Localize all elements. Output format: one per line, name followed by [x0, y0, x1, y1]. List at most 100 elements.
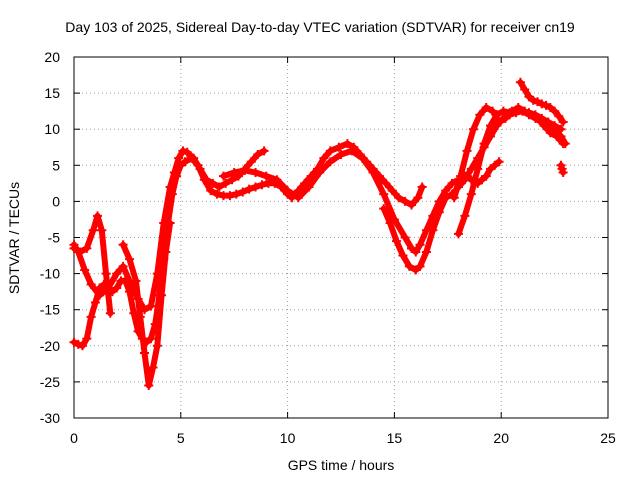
data-point — [550, 124, 560, 134]
data-point — [421, 247, 431, 257]
data-point — [543, 121, 553, 131]
data-point — [398, 251, 408, 261]
data-point — [240, 165, 250, 175]
axis-ticks: 0 5 10 15 20 25 -30 -25 -20 -15 -10 -5 0 5 10 15 20 — [40, 49, 616, 446]
data-point — [86, 312, 96, 322]
y-tick-label: 5 — [52, 157, 60, 173]
data-point — [486, 121, 496, 131]
data-point — [304, 182, 314, 192]
data-point — [558, 168, 568, 178]
data-point — [212, 189, 222, 199]
data-point — [392, 236, 402, 246]
y-tick-label: -5 — [48, 230, 61, 246]
data-point — [500, 113, 510, 123]
series-arc-8 — [453, 106, 570, 239]
x-tick-label: 25 — [600, 430, 616, 446]
data-point — [125, 287, 135, 297]
data-point — [336, 149, 346, 159]
data-point — [379, 204, 389, 214]
data-point — [161, 247, 171, 257]
series-arc-4 — [118, 218, 175, 391]
data-point — [112, 283, 122, 293]
data-point — [178, 146, 188, 156]
data-point — [357, 153, 367, 163]
data-point — [460, 211, 470, 221]
data-point — [139, 348, 149, 358]
data-point — [325, 157, 335, 167]
data-point — [505, 108, 515, 118]
data-point — [73, 339, 83, 349]
data-point — [112, 269, 122, 279]
data-point — [118, 261, 128, 271]
data-point — [441, 193, 451, 203]
data-point — [325, 146, 335, 156]
x-tick-label: 10 — [280, 430, 296, 446]
data-point — [125, 254, 135, 264]
data-point — [560, 139, 570, 149]
x-tick-label: 20 — [493, 430, 509, 446]
data-point — [131, 276, 141, 286]
data-point — [400, 233, 410, 242]
data-point — [86, 279, 96, 289]
series-arc-7 — [449, 103, 568, 203]
data-point — [253, 149, 263, 159]
data-point — [379, 189, 389, 199]
data-point — [347, 146, 357, 156]
data-point — [406, 200, 416, 210]
data-point — [456, 171, 466, 181]
data-point — [368, 168, 378, 178]
data-point — [520, 84, 530, 94]
data-point — [88, 225, 98, 235]
data-point — [219, 171, 229, 181]
y-tick-label: -10 — [40, 266, 60, 282]
data-point — [238, 187, 248, 197]
data-point — [400, 196, 410, 206]
data-point — [468, 124, 478, 134]
data-point — [80, 265, 90, 275]
data-point — [385, 218, 395, 228]
data-point — [554, 111, 564, 121]
data-point — [453, 229, 463, 239]
data-point — [144, 381, 154, 391]
x-tick-label: 5 — [177, 430, 185, 446]
data-point — [494, 157, 504, 167]
data-point — [221, 178, 231, 188]
data-point — [246, 157, 256, 167]
data-point — [462, 146, 472, 156]
data-point — [90, 297, 100, 307]
data-point — [82, 243, 92, 253]
data-point — [498, 106, 508, 116]
data-point — [261, 171, 271, 181]
data-point — [120, 276, 130, 286]
data-point — [118, 240, 128, 250]
data-point — [101, 269, 111, 279]
data-point — [479, 139, 489, 149]
data-point — [518, 106, 528, 116]
data-point — [186, 153, 196, 163]
data-point — [227, 175, 237, 185]
data-point — [334, 142, 344, 152]
data-point — [404, 261, 414, 271]
data-point — [180, 157, 190, 167]
y-tick-label: 15 — [44, 85, 60, 101]
data-point — [92, 211, 102, 221]
data-point — [417, 182, 427, 192]
data-point — [381, 178, 391, 188]
data-point — [69, 240, 79, 250]
data-point — [206, 186, 216, 196]
data-point — [394, 193, 404, 203]
y-tick-label: -30 — [40, 410, 60, 426]
data-point — [135, 312, 145, 322]
data-point — [272, 175, 282, 185]
data-point — [550, 106, 560, 116]
data-point — [105, 308, 115, 318]
data-point — [82, 334, 92, 344]
y-tick-label: 0 — [52, 193, 60, 209]
data-point — [251, 168, 261, 178]
data-point — [515, 77, 525, 87]
data-point — [157, 290, 167, 300]
data-point — [481, 171, 491, 181]
y-tick-label: -20 — [40, 338, 60, 354]
data-point — [466, 189, 476, 199]
